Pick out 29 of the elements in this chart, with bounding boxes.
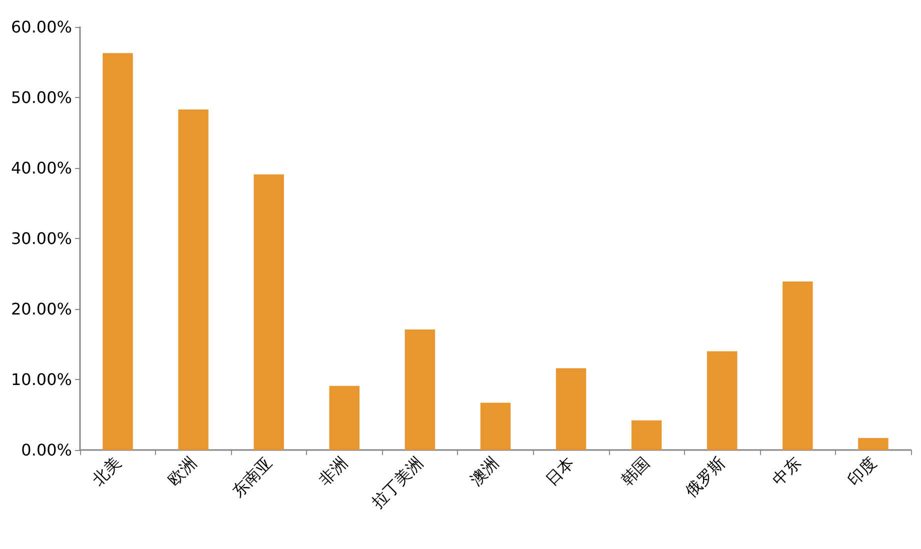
y-tick-label: 0.00% — [21, 440, 72, 460]
y-tick-label: 50.00% — [10, 88, 72, 107]
y-tick-label: 30.00% — [10, 229, 72, 248]
bar — [102, 53, 133, 450]
x-tick-label: 拉丁美洲 — [368, 453, 427, 512]
bar — [858, 438, 888, 450]
y-tick-label: 20.00% — [10, 300, 72, 318]
x-tick-label: 韩国 — [617, 453, 654, 490]
y-tick-label: 60.00% — [10, 18, 72, 36]
bar — [556, 368, 586, 450]
x-tick-label: 北美 — [88, 453, 124, 490]
bar — [782, 282, 813, 450]
x-tick-label: 中东 — [768, 453, 804, 490]
x-tick-label: 非洲 — [315, 453, 352, 490]
x-tick-label: 日本 — [542, 453, 578, 490]
x-tick-label: 欧洲 — [164, 453, 200, 490]
bar — [404, 329, 436, 450]
x-tick-label: 东南亚 — [228, 453, 276, 501]
bar — [480, 402, 511, 450]
bar — [254, 174, 284, 450]
y-tick-label: 40.00% — [10, 158, 72, 178]
x-tick-label: 俄罗斯 — [681, 453, 729, 501]
bar — [707, 351, 738, 450]
bar — [631, 420, 662, 450]
bar — [329, 386, 360, 450]
x-tick-label: 印度 — [844, 453, 880, 490]
x-tick-label: 澳洲 — [466, 453, 502, 490]
bar — [178, 109, 208, 450]
y-tick-label: 10.00% — [10, 370, 72, 389]
